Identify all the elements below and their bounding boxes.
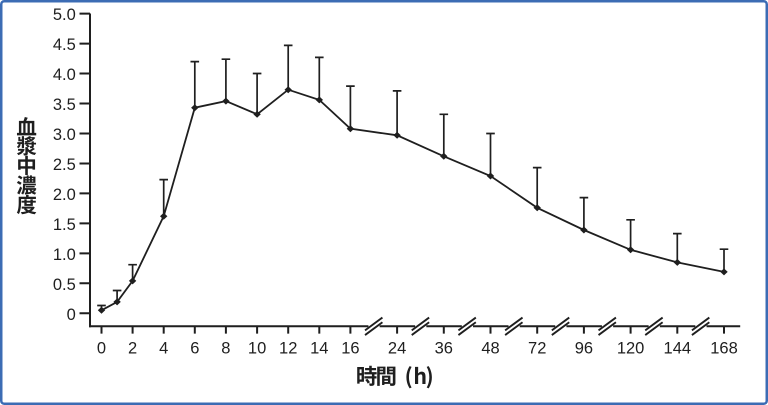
svg-text:14: 14 [310,339,328,357]
svg-text:120: 120 [617,339,645,357]
svg-text:72: 72 [528,339,546,357]
svg-text:4: 4 [159,339,168,357]
svg-text:0: 0 [67,306,76,324]
svg-text:144: 144 [664,339,692,357]
svg-text:96: 96 [575,339,593,357]
svg-text:24: 24 [388,339,406,357]
svg-text:3.5: 3.5 [53,96,76,114]
svg-text:16: 16 [341,339,359,357]
svg-text:2: 2 [128,339,137,357]
svg-text:168: 168 [710,339,738,357]
svg-text:2.5: 2.5 [53,156,76,174]
svg-text:8: 8 [221,339,230,357]
svg-text:36: 36 [435,339,453,357]
svg-text:6: 6 [190,339,199,357]
svg-text:4.0: 4.0 [53,66,76,84]
svg-text:0.5: 0.5 [53,276,76,294]
svg-text:1.5: 1.5 [53,216,76,234]
svg-text:1.0: 1.0 [53,246,76,264]
svg-text:10: 10 [248,339,266,357]
svg-text:4.5: 4.5 [53,36,76,54]
svg-text:0: 0 [97,339,106,357]
svg-text:5.0: 5.0 [53,6,76,24]
svg-text:2.0: 2.0 [53,186,76,204]
svg-text:3.0: 3.0 [53,126,76,144]
svg-text:48: 48 [481,339,499,357]
svg-text:12: 12 [279,339,297,357]
